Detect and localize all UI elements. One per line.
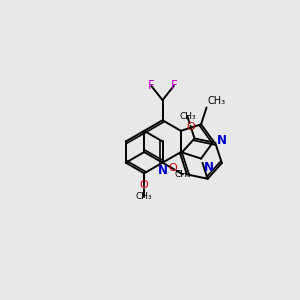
Text: N: N xyxy=(217,134,227,147)
Text: CH₃: CH₃ xyxy=(174,170,191,179)
Text: O: O xyxy=(168,164,177,173)
Text: N: N xyxy=(203,161,213,174)
Text: O: O xyxy=(140,180,148,190)
Text: O: O xyxy=(187,122,195,132)
Text: F: F xyxy=(148,80,155,92)
Text: CH₃: CH₃ xyxy=(136,192,152,201)
Text: F: F xyxy=(170,80,177,92)
Text: CH₃: CH₃ xyxy=(179,112,196,121)
Text: N: N xyxy=(158,164,168,177)
Text: CH₃: CH₃ xyxy=(207,96,225,106)
